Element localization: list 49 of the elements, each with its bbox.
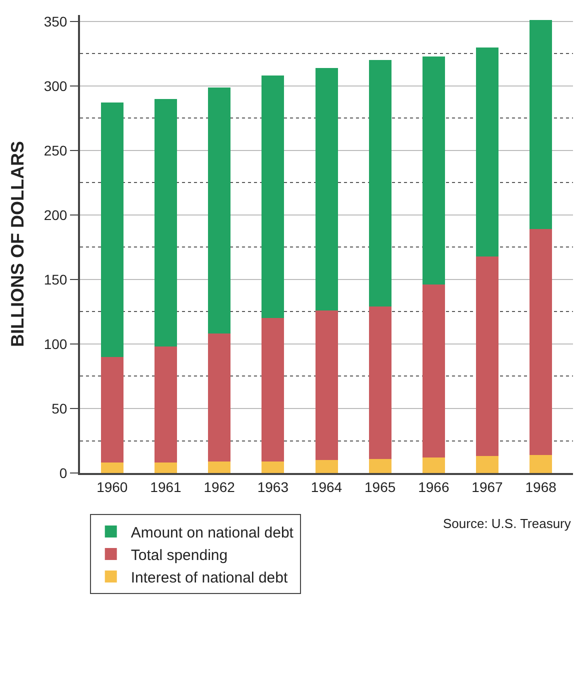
x-tick-label: 1964	[310, 478, 342, 495]
bar	[476, 256, 499, 456]
bar	[315, 68, 338, 310]
y-tick-label: 250	[44, 142, 68, 158]
legend-label: Interest of national debt	[130, 569, 288, 586]
bar	[262, 318, 284, 462]
bar	[262, 76, 284, 318]
bar	[422, 56, 445, 285]
bar	[154, 462, 177, 473]
y-axis-title: BILLIONS OF DOLLARS	[8, 141, 28, 347]
y-tick-label: 50	[52, 400, 68, 416]
bar	[422, 458, 445, 473]
bar	[368, 306, 392, 459]
bar	[100, 356, 124, 463]
bar	[100, 462, 124, 473]
bar	[208, 334, 231, 462]
bar	[315, 460, 338, 473]
bar	[208, 87, 231, 334]
bar	[476, 47, 499, 256]
bar	[476, 456, 499, 473]
y-tick-label: 150	[44, 271, 68, 288]
bar	[154, 98, 177, 347]
x-tick-label: 1963	[257, 478, 289, 495]
bar	[154, 346, 177, 463]
x-tick-label: 1961	[150, 478, 182, 495]
source-note: Source: U.S. Treasury	[443, 516, 572, 531]
x-tick-label: 1967	[472, 478, 504, 495]
bar	[100, 102, 124, 357]
bar	[368, 458, 392, 473]
bar	[422, 284, 445, 458]
x-tick-label: 1968	[525, 478, 557, 495]
bar	[208, 461, 231, 473]
bar	[315, 310, 338, 460]
x-tick-label: 1960	[96, 478, 128, 495]
bar	[530, 229, 552, 455]
legend-label: Amount on national debt	[130, 524, 294, 542]
legend-label: Total spending	[130, 546, 228, 564]
x-tick-label: 1965	[364, 478, 396, 495]
bar	[262, 461, 284, 473]
y-tick-label: 350	[44, 13, 68, 30]
bar	[530, 20, 552, 230]
y-tick-label: 100	[44, 336, 68, 352]
x-tick-label: 1966	[418, 478, 450, 495]
bar	[530, 454, 552, 473]
bar	[368, 60, 392, 307]
y-tick-label: 200	[44, 206, 68, 223]
y-tick-label: 0	[59, 464, 68, 481]
y-tick-label: 300	[44, 78, 68, 94]
x-tick-label: 1962	[204, 478, 236, 495]
